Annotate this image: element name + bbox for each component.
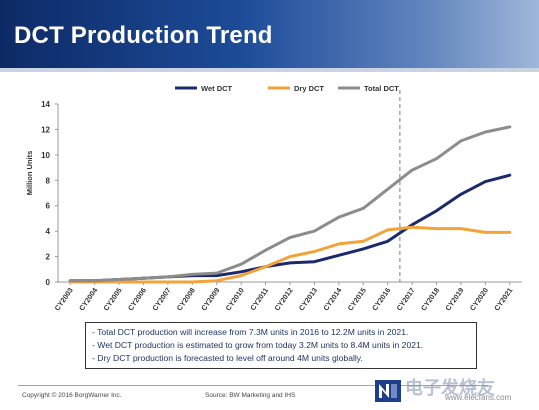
x-tick-label: CY2020 (468, 286, 490, 312)
y-tick-label: 4 (46, 227, 51, 236)
slide-title: DCT Production Trend (14, 22, 273, 49)
x-tick-label: CY2006 (126, 286, 148, 312)
x-tick-label: CY2011 (248, 286, 270, 312)
x-tick-label: CY2005 (101, 286, 123, 312)
watermark-url: www.elecfans.com (445, 393, 512, 402)
legend-label: Wet DCT (201, 84, 233, 93)
borgwarner-logo-icon (375, 380, 401, 402)
x-tick-label: CY2003 (53, 286, 75, 312)
x-tick-label: CY2016 (370, 286, 392, 312)
x-tick-label: CY2021 (492, 286, 514, 312)
x-tick-label: CY2017 (394, 286, 416, 312)
y-tick-label: 12 (41, 125, 50, 134)
x-tick-label: CY2007 (150, 286, 172, 312)
copyright-text: Copyright © 2016 BorgWarner Inc. (22, 392, 122, 399)
note-dry: - Dry DCT production is forecasted to le… (92, 353, 363, 363)
footer-divider (18, 385, 488, 386)
title-divider (0, 68, 539, 72)
series-line-total-dct (68, 125, 512, 283)
x-tick-label: CY2008 (175, 286, 197, 312)
x-tick-label: CY2019 (443, 286, 465, 312)
y-tick-label: 8 (46, 176, 51, 185)
x-tick-label: CY2010 (224, 286, 246, 312)
y-tick-label: 0 (46, 278, 51, 287)
y-axis-label: Million Units (25, 151, 34, 196)
y-tick-label: 14 (41, 100, 50, 109)
x-tick-label: CY2014 (321, 286, 343, 312)
notes-box: - Total DCT production will increase fro… (85, 322, 477, 369)
y-tick-label: 10 (41, 151, 50, 160)
y-tick-label: 6 (46, 202, 51, 211)
x-tick-label: CY2009 (199, 286, 221, 312)
legend-label: Total DCT (364, 84, 399, 93)
source-text: Source: BW Marketing and IHS (205, 392, 296, 399)
x-tick-label: CY2012 (272, 286, 294, 312)
title-bar: DCT Production Trend (0, 0, 539, 68)
x-tick-label: CY2018 (419, 286, 441, 312)
x-tick-label: CY2004 (77, 286, 99, 312)
watermark-logo: 电子发烧友 (405, 378, 495, 398)
y-tick-label: 2 (46, 253, 51, 262)
x-tick-label: CY2015 (346, 286, 368, 312)
note-wet: - Wet DCT production is estimated to gro… (92, 340, 424, 350)
x-tick-label: CY2013 (297, 286, 319, 312)
legend-label: Dry DCT (294, 84, 324, 93)
note-total: - Total DCT production will increase fro… (92, 327, 409, 337)
series-line-dry-dct (68, 225, 512, 284)
